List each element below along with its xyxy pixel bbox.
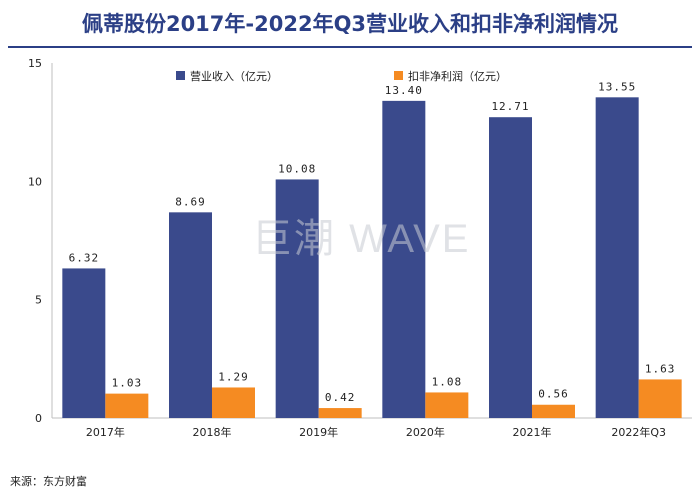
- revenue-data-label: 12.71: [491, 100, 529, 113]
- x-tick-label: 2018年: [193, 425, 232, 439]
- revenue-bar: [169, 212, 212, 418]
- net-profit-data-label: 1.29: [218, 370, 249, 383]
- y-tick-label: 0: [35, 412, 42, 425]
- revenue-data-label: 10.08: [278, 162, 316, 175]
- legend-swatch-revenue: [176, 71, 185, 80]
- x-tick-label: 2017年: [86, 425, 125, 439]
- net-profit-bar: [318, 408, 362, 418]
- y-tick-label: 10: [28, 175, 42, 188]
- revenue-bar: [62, 268, 106, 418]
- legend-label-net-profit: 扣非净利润（亿元）: [408, 69, 507, 83]
- net-profit-bar: [638, 379, 682, 418]
- title-divider: [8, 46, 692, 48]
- revenue-bar: [489, 117, 532, 419]
- revenue-data-label: 13.40: [385, 84, 423, 97]
- net-profit-data-label: 1.63: [645, 362, 676, 375]
- x-tick-label: 2020年: [406, 425, 445, 439]
- x-tick-label: 2022年Q3: [611, 425, 666, 439]
- net-profit-bar: [425, 392, 469, 418]
- net-profit-bar: [212, 387, 255, 418]
- net-profit-data-label: 0.42: [325, 391, 356, 404]
- net-profit-data-label: 0.56: [538, 388, 569, 401]
- x-tick-label: 2019年: [299, 425, 338, 439]
- net-profit-data-label: 1.03: [112, 377, 143, 390]
- revenue-bar: [275, 179, 319, 418]
- y-tick-label: 15: [28, 57, 42, 70]
- source-note: 来源：东方财富: [10, 475, 87, 488]
- bar-chart: 0 5 10 15 6.32 1.03 2017年 8.69 1.29 2018年 10.08 0.4…: [28, 57, 692, 439]
- legend-label-revenue: 营业收入（亿元）: [190, 69, 278, 83]
- net-profit-data-label: 1.08: [432, 375, 463, 388]
- chart-title: 佩蒂股份2017年-2022年Q3营业收入和扣非净利润情况: [81, 12, 619, 36]
- revenue-data-label: 8.69: [175, 195, 206, 208]
- revenue-bar: [595, 97, 639, 419]
- watermark: 巨潮 WAVE: [252, 217, 471, 261]
- x-tick-label: 2021年: [513, 425, 552, 439]
- revenue-bar: [382, 100, 426, 418]
- net-profit-bar: [532, 404, 575, 418]
- y-tick-label: 5: [35, 294, 42, 307]
- revenue-data-label: 6.32: [69, 251, 100, 264]
- revenue-data-label: 13.55: [598, 80, 636, 93]
- legend-swatch-net-profit: [394, 71, 403, 80]
- net-profit-bar: [105, 393, 149, 418]
